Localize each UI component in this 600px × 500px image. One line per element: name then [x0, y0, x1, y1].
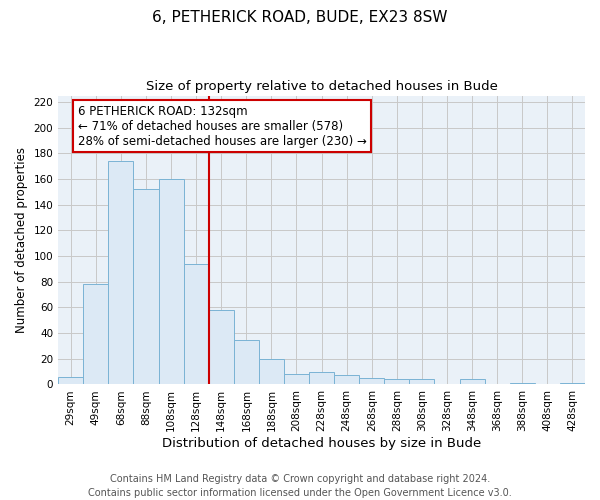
Bar: [133, 190, 158, 384]
Bar: [359, 378, 385, 384]
Bar: [184, 264, 209, 384]
Bar: [209, 310, 234, 384]
Bar: [234, 340, 259, 384]
Title: Size of property relative to detached houses in Bude: Size of property relative to detached ho…: [146, 80, 497, 93]
Bar: [83, 284, 109, 384]
Bar: [309, 372, 334, 384]
Bar: [259, 359, 284, 384]
X-axis label: Distribution of detached houses by size in Bude: Distribution of detached houses by size …: [162, 437, 481, 450]
Text: 6 PETHERICK ROAD: 132sqm
← 71% of detached houses are smaller (578)
28% of semi-: 6 PETHERICK ROAD: 132sqm ← 71% of detach…: [78, 104, 367, 148]
Bar: [460, 380, 485, 384]
Bar: [409, 380, 434, 384]
Bar: [158, 179, 184, 384]
Text: 6, PETHERICK ROAD, BUDE, EX23 8SW: 6, PETHERICK ROAD, BUDE, EX23 8SW: [152, 10, 448, 25]
Bar: [284, 374, 309, 384]
Y-axis label: Number of detached properties: Number of detached properties: [15, 147, 28, 333]
Bar: [109, 161, 133, 384]
Text: Contains HM Land Registry data © Crown copyright and database right 2024.
Contai: Contains HM Land Registry data © Crown c…: [88, 474, 512, 498]
Bar: [560, 383, 585, 384]
Bar: [334, 376, 359, 384]
Bar: [58, 377, 83, 384]
Bar: [510, 383, 535, 384]
Bar: [385, 380, 409, 384]
